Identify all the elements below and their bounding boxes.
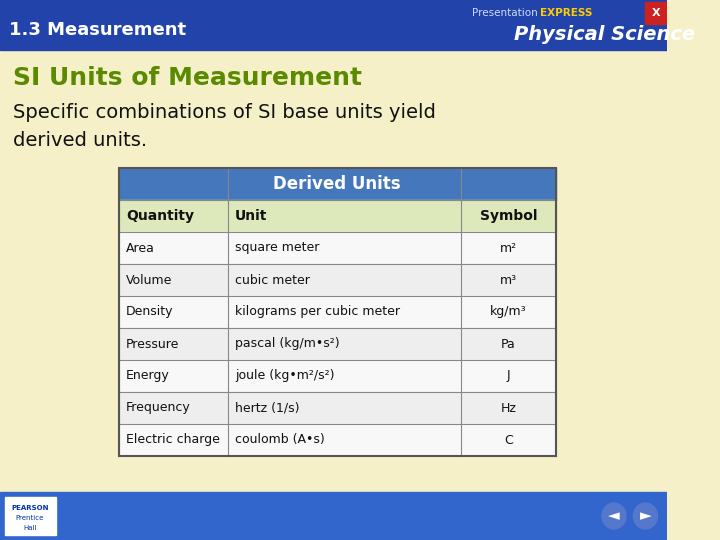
Bar [0,0,667,50]
Text: Prentice: Prentice [15,515,44,521]
Bar [0,492,667,540]
Text: Electric charge: Electric charge [126,434,220,447]
Bar [119,392,556,424]
Text: Density: Density [126,306,174,319]
Text: EXPRESS: EXPRESS [540,8,593,18]
Text: Quantity: Quantity [126,209,194,223]
Text: m²: m² [500,241,517,254]
Text: kilograms per cubic meter: kilograms per cubic meter [235,306,400,319]
Text: Volume: Volume [126,273,172,287]
Text: C: C [504,434,513,447]
Text: Symbol: Symbol [480,209,537,223]
Text: Unit: Unit [235,209,268,223]
Circle shape [602,503,626,529]
Text: ◄: ◄ [608,509,620,523]
Text: Area: Area [126,241,155,254]
Text: Presentation: Presentation [472,8,538,18]
Bar [119,296,556,328]
Text: Energy: Energy [126,369,170,382]
Text: pascal (kg/m•s²): pascal (kg/m•s²) [235,338,340,350]
Bar [645,2,666,24]
Text: Pa: Pa [501,338,516,350]
Bar [4,497,55,535]
Text: kg/m³: kg/m³ [490,306,527,319]
Text: PEARSON: PEARSON [11,505,48,511]
Text: cubic meter: cubic meter [235,273,310,287]
Text: joule (kg•m²/s²): joule (kg•m²/s²) [235,369,335,382]
Bar [119,360,556,392]
Text: 1.3 Measurement: 1.3 Measurement [9,21,186,39]
Text: Hall: Hall [23,525,37,531]
Bar [119,424,556,456]
Text: SI Units of Measurement: SI Units of Measurement [13,66,362,90]
Text: derived units.: derived units. [13,131,147,150]
Text: Frequency: Frequency [126,402,191,415]
Text: J: J [507,369,510,382]
Bar [119,200,556,232]
Text: Derived Units: Derived Units [274,175,401,193]
Text: coulomb (A•s): coulomb (A•s) [235,434,325,447]
Circle shape [634,503,657,529]
Text: m³: m³ [500,273,517,287]
Bar [119,232,556,264]
Text: square meter: square meter [235,241,320,254]
Text: Hz: Hz [500,402,516,415]
Text: Physical Science: Physical Science [514,25,695,44]
Text: ►: ► [639,509,652,523]
Bar [119,328,556,360]
Bar [119,264,556,296]
Text: X: X [652,8,660,18]
Bar [119,168,556,456]
Text: hertz (1/s): hertz (1/s) [235,402,300,415]
Text: Specific combinations of SI base units yield: Specific combinations of SI base units y… [13,104,436,123]
Text: Pressure: Pressure [126,338,179,350]
Bar [119,168,556,200]
